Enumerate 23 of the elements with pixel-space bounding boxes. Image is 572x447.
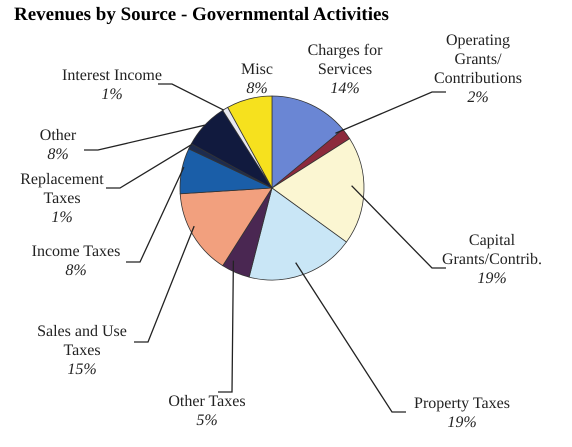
slice-label: Capital Grants/Contrib. (442, 232, 542, 268)
slice-label: Charges for Services (308, 42, 384, 78)
data-label: 8% (246, 80, 268, 97)
slice-label: Operating Grants/ Contributions (434, 32, 522, 87)
data-label: 5% (196, 412, 218, 429)
slice-label: Interest Income (62, 67, 162, 84)
slice-label: Property Taxes (414, 395, 510, 412)
chart-title: Revenues by Source - Governmental Activities (14, 4, 389, 26)
data-label: 15% (67, 361, 97, 378)
data-label: 1% (101, 86, 123, 103)
data-label: 1% (51, 209, 73, 226)
slice-label: Other Taxes (168, 393, 246, 410)
slice-label: Sales and Use Taxes (37, 323, 127, 359)
slice-label: Other (40, 127, 77, 144)
slice-label: Income Taxes (32, 243, 120, 260)
data-label: 2% (467, 89, 489, 106)
data-label: 8% (65, 262, 87, 279)
data-label: 19% (447, 414, 477, 431)
slice-label: Replacement Taxes (20, 171, 104, 207)
data-label: 19% (477, 270, 507, 287)
data-label: 14% (330, 80, 360, 97)
data-label: 8% (47, 146, 69, 163)
slice-label: Misc (241, 61, 273, 78)
